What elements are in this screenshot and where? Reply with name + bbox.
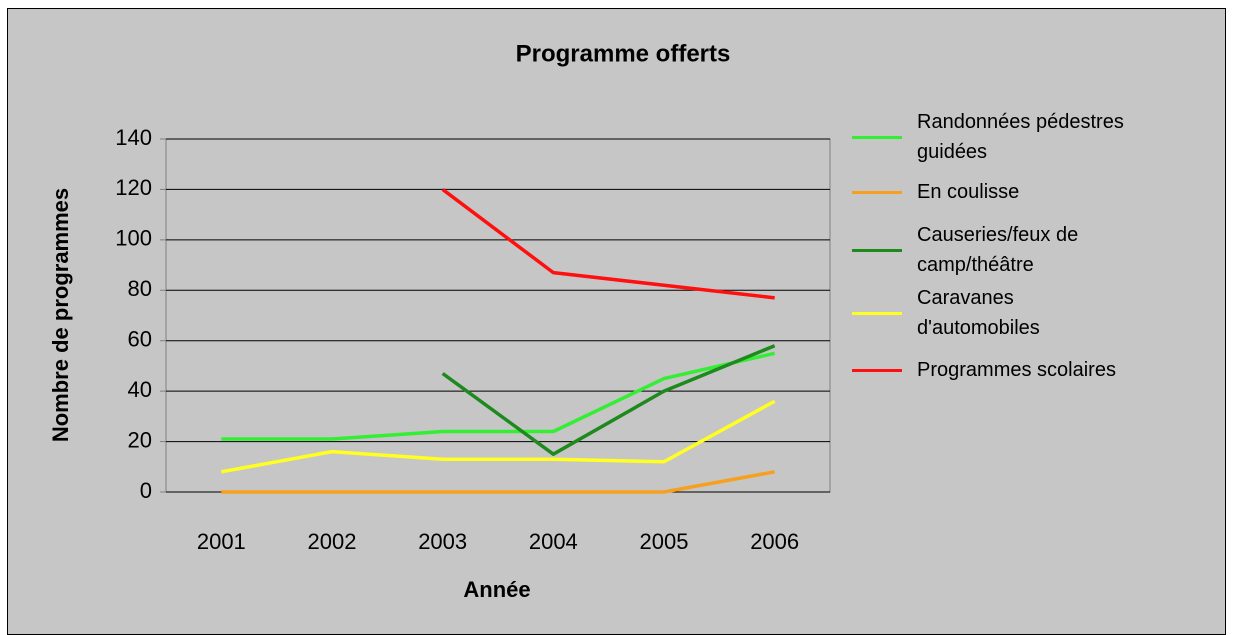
y-tick-label: 60 [128, 327, 152, 352]
x-tick-label: 2003 [418, 529, 467, 554]
chart-title: Programme offerts [516, 40, 731, 67]
y-axis-label: Nombre de programmes [48, 188, 73, 442]
y-tick-label: 0 [140, 478, 152, 503]
x-tick-label: 2001 [197, 529, 246, 554]
legend-swatch [852, 311, 902, 315]
legend-entry: Causeries/feux de camp/théâtre [852, 220, 1139, 280]
legend-label: Randonnées pédestres guidées [917, 111, 1124, 163]
legend-entry: Randonnées pédestres guidées [852, 107, 1139, 167]
legend-entry: Caravanes d'automobiles [852, 283, 1139, 343]
series-line [221, 351, 776, 441]
x-tick-label: 2006 [750, 529, 799, 554]
legend-swatch [852, 135, 902, 139]
legend-swatch [852, 248, 902, 252]
y-tick-label: 120 [115, 175, 152, 200]
series-line [441, 344, 776, 456]
y-tick-label: 20 [128, 427, 152, 452]
legend-entry: En coulisse [852, 162, 1139, 222]
x-tick-label: 2005 [640, 529, 689, 554]
legend-entry: Programmes scolaires [852, 340, 1139, 400]
y-tick-label: 40 [128, 377, 152, 402]
y-tick-label: 100 [115, 226, 152, 251]
y-tick-label: 80 [128, 276, 152, 301]
series-line [441, 188, 775, 300]
legend-label: Programmes scolaires [917, 359, 1116, 381]
legend-swatch [852, 190, 902, 194]
legend-label: Caravanes d'automobiles [917, 287, 1040, 339]
legend-label: En coulisse [917, 181, 1020, 203]
x-tick-label: 2004 [529, 529, 578, 554]
legend-swatch [852, 368, 902, 372]
y-tick-label: 140 [115, 125, 152, 150]
x-axis-label: Année [463, 577, 530, 602]
series-line [221, 399, 776, 474]
legend-label: Causeries/feux de camp/théâtre [917, 224, 1079, 276]
series-line [221, 470, 775, 494]
x-tick-label: 2002 [308, 529, 357, 554]
